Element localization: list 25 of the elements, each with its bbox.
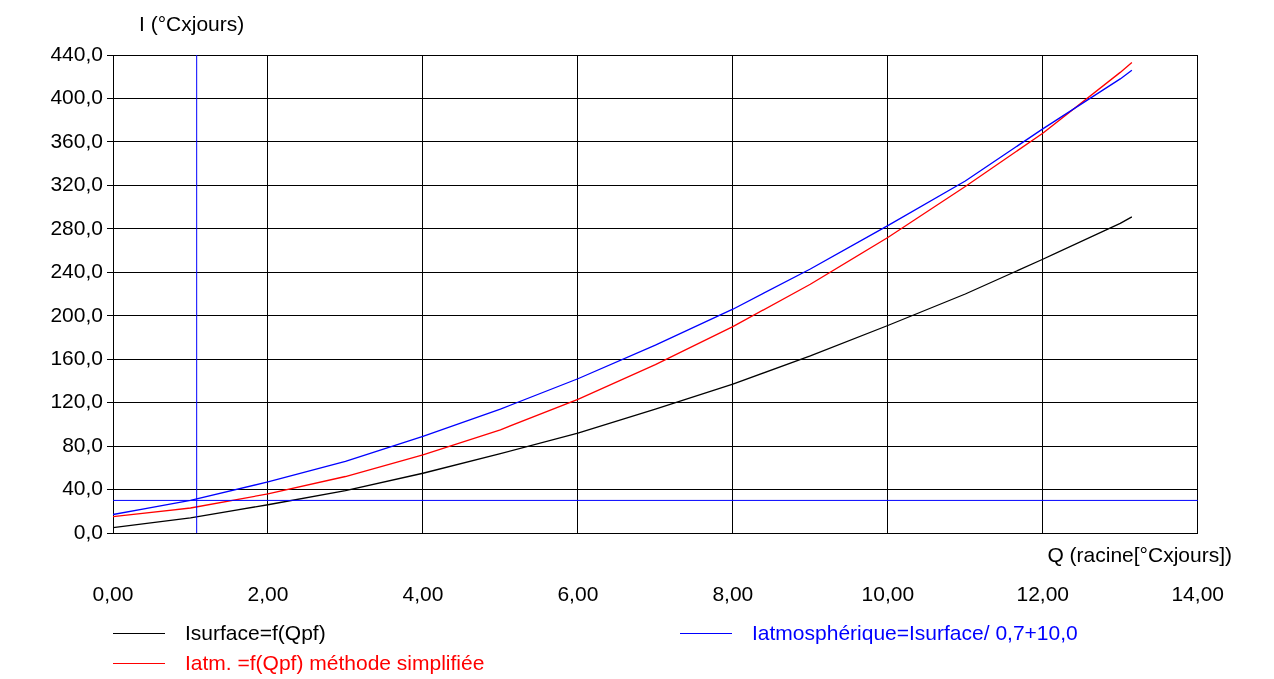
y-tick-label: 0,0 xyxy=(73,519,103,543)
y-tick-label: 400,0 xyxy=(50,85,103,109)
legend-label: Iatm. =f(Qpf) méthode simplifiée xyxy=(185,651,485,675)
legend-label: Iatmosphérique=Isurface/ 0,7+10,0 xyxy=(752,621,1078,645)
y-tick-label: 240,0 xyxy=(50,259,103,283)
y-tick-label: 120,0 xyxy=(50,389,103,413)
y-tick-label: 320,0 xyxy=(50,172,103,196)
y-tick-label: 200,0 xyxy=(50,302,103,326)
x-tick-label: 6,00 xyxy=(557,582,599,606)
x-tick-label: 8,00 xyxy=(712,582,754,606)
y-tick-label: 160,0 xyxy=(50,345,103,369)
y-tick-label: 280,0 xyxy=(50,215,103,239)
x-tick-label: 0,00 xyxy=(92,582,134,606)
x-tick-label: 14,00 xyxy=(1171,582,1225,606)
legend-label: Isurface=f(Qpf) xyxy=(185,621,326,645)
x-tick-label: 10,00 xyxy=(861,582,915,606)
y-tick-label: 80,0 xyxy=(62,432,103,456)
x-tick-label: 2,00 xyxy=(247,582,289,606)
y-tick-label: 360,0 xyxy=(50,128,103,152)
x-tick-label: 12,00 xyxy=(1016,582,1070,606)
x-tick-label: 4,00 xyxy=(402,582,444,606)
y-axis-title: I (°Cxjours) xyxy=(139,12,245,36)
y-tick-label: 40,0 xyxy=(62,476,103,500)
x-axis-title: Q (racine[°Cxjours]) xyxy=(1047,543,1232,567)
y-tick-label: 440,0 xyxy=(50,41,103,65)
